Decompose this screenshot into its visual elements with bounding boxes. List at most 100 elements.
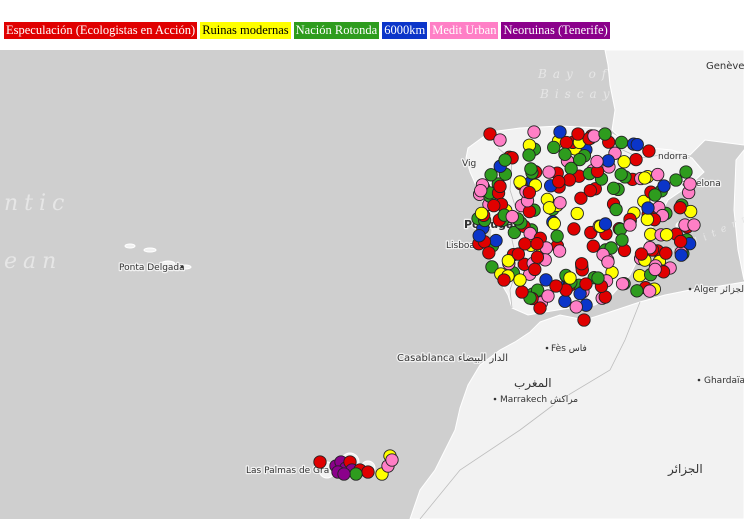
map-marker-pink[interactable] [687,218,701,232]
map-marker-red[interactable] [530,250,545,264]
map-marker-green[interactable] [630,284,644,298]
map-marker-yellow[interactable] [638,171,652,185]
map-marker-red[interactable] [574,191,588,205]
map-marker-pink[interactable] [553,196,567,210]
legend-item-neoruinas[interactable]: Neoruinas (Tenerife) [501,22,610,39]
map-marker-red[interactable] [522,185,536,200]
map-marker-red[interactable] [313,455,327,469]
map-marker-blue[interactable] [598,217,613,231]
map-marker-green[interactable] [550,229,564,243]
map-marker-green[interactable] [598,127,612,141]
map-marker-green[interactable] [522,148,536,162]
map-marker-red[interactable] [518,237,532,251]
map-marker-yellow[interactable] [501,254,515,268]
map-marker-red[interactable] [493,179,507,194]
map-marker-red[interactable] [530,237,544,251]
legend-item-medit-urban[interactable]: Medit Urban [430,22,499,39]
legend-item-nacion-rotonda[interactable]: Nación Rotonda [293,22,380,39]
map-marker-red[interactable] [528,262,542,277]
legend-item-especulacion[interactable]: Especulación (Ecologistas en Acción) [4,22,198,39]
map-marker-red[interactable] [511,247,525,261]
map-marker-pink[interactable] [541,289,555,303]
map-marker-pink[interactable] [601,255,615,269]
map-marker-purple[interactable] [337,467,351,481]
map-marker-green[interactable] [547,140,561,155]
map-marker-green[interactable] [524,162,538,176]
map-marker-red[interactable] [574,257,589,271]
map-marker-blue[interactable] [630,137,644,152]
map-marker-pink[interactable] [643,284,657,298]
map-marker-pink[interactable] [527,125,541,139]
map-marker-red[interactable] [552,175,566,189]
map-marker-pink[interactable] [623,218,637,232]
map-marker-red[interactable] [483,127,497,141]
map-canvas[interactable]: Bay of Biscay ntic ean Mediterrane Genèv… [0,50,744,519]
map-marker-blue[interactable] [472,229,486,243]
map-marker-blue[interactable] [657,179,671,193]
map-marker-yellow[interactable] [632,268,647,283]
map-marker-green[interactable] [669,173,683,187]
map-marker-green[interactable] [558,147,572,161]
map-marker-red[interactable] [482,246,496,260]
map-marker-green[interactable] [498,153,512,167]
map-marker-green[interactable] [484,168,498,182]
map-marker-pink[interactable] [587,129,601,143]
map-marker-red[interactable] [571,127,585,141]
map-marker-red[interactable] [634,247,649,261]
map-marker-red[interactable] [497,273,511,287]
map-marker-blue[interactable] [489,233,503,248]
map-marker-pink[interactable] [385,453,399,467]
map-marker-red[interactable] [577,313,591,327]
map-marker-yellow[interactable] [617,155,631,169]
map-marker-green[interactable] [485,260,499,274]
map-marker-blue[interactable] [558,294,572,308]
map-marker-blue[interactable] [553,125,567,139]
map-marker-red[interactable] [642,144,656,158]
map-marker-red[interactable] [659,246,673,260]
map-marker-blue[interactable] [573,287,587,301]
map-marker-red[interactable] [567,222,581,236]
map-marker-red[interactable] [583,183,597,198]
map-view[interactable]: Bay of Biscay ntic ean Mediterrane Genèv… [0,50,744,519]
map-marker-pink[interactable] [493,133,507,147]
legend-item-ruinas-modernas[interactable]: Ruinas modernas [200,22,291,39]
map-marker-red[interactable] [673,201,687,215]
map-marker-green[interactable] [679,165,693,179]
map-marker-yellow[interactable] [547,216,561,231]
map-marker-pink[interactable] [648,262,662,277]
map-marker-pink[interactable] [505,209,519,224]
map-marker-yellow[interactable] [563,271,577,285]
map-marker-pink[interactable] [542,165,556,179]
map-marker-yellow[interactable] [513,175,527,189]
map-marker-pink[interactable] [474,183,488,198]
map-marker-green[interactable] [648,188,662,202]
map-marker-red[interactable] [515,285,529,299]
map-marker-yellow[interactable] [659,228,674,242]
map-marker-red[interactable] [586,239,600,253]
map-marker-pink[interactable] [683,177,697,191]
map-marker-blue[interactable] [641,201,655,215]
map-marker-yellow[interactable] [513,273,527,287]
map-marker-green[interactable] [614,167,628,182]
map-marker-green[interactable] [349,467,363,481]
legend-item-6000km[interactable]: 6000km [382,22,428,39]
map-marker-red[interactable] [629,152,643,167]
map-marker-red[interactable] [533,301,547,315]
map-marker-yellow[interactable] [474,206,489,220]
map-marker-blue[interactable] [601,154,615,168]
map-marker-green[interactable] [591,271,605,285]
map-marker-green[interactable] [615,233,629,247]
map-marker-red[interactable] [549,279,563,293]
map-marker-pink[interactable] [651,167,665,182]
map-marker-pink[interactable] [590,154,604,169]
map-marker-green[interactable] [614,135,629,150]
map-marker-red[interactable] [361,465,375,479]
map-marker-yellow[interactable] [640,212,655,227]
map-marker-red[interactable] [579,277,593,291]
map-marker-green[interactable] [606,181,621,195]
map-marker-red[interactable] [487,198,501,213]
map-marker-pink[interactable] [615,277,630,291]
map-marker-green[interactable] [609,202,623,217]
map-marker-blue[interactable] [539,273,553,287]
map-marker-pink[interactable] [552,244,567,258]
